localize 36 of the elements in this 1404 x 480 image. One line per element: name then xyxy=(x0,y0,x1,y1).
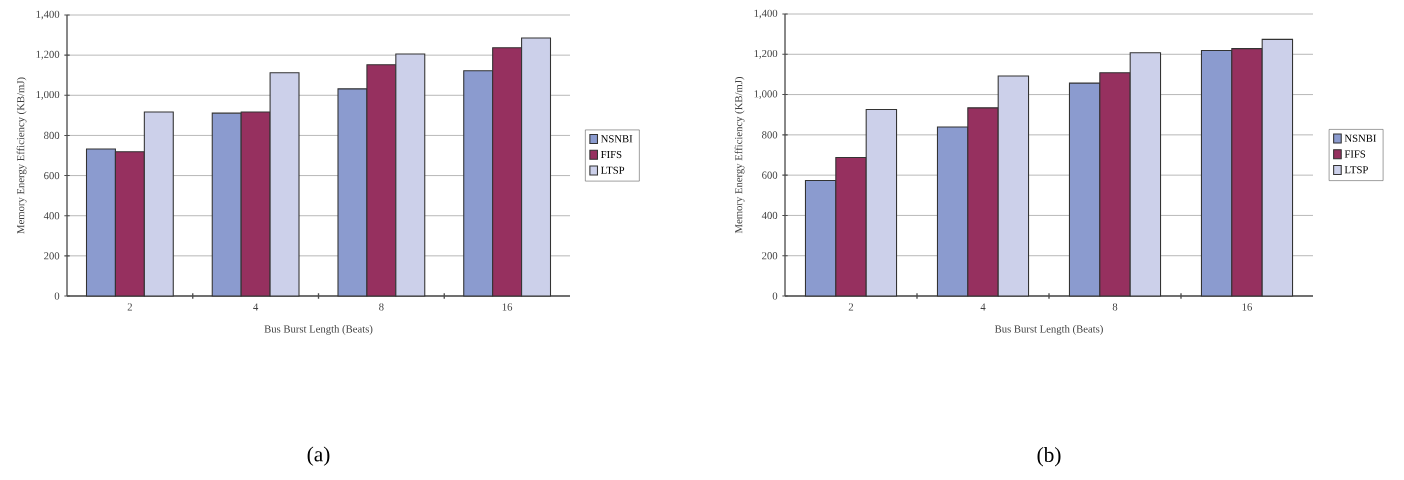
y-tick-label: 1,200 xyxy=(754,49,778,59)
x-axis-title: Bus Burst Length (Beats) xyxy=(994,325,1103,335)
x-tick-label: 16 xyxy=(1242,303,1253,311)
text: (b) xyxy=(1037,447,1061,467)
y-tick-label: 200 xyxy=(762,252,778,260)
y-tick-label: 1,400 xyxy=(36,10,60,20)
y-tick-label: 1,200 xyxy=(36,50,60,60)
x-axis-title: Bus Burst Length (Beats) xyxy=(264,325,373,335)
y-tick-label: 1,000 xyxy=(754,90,778,99)
legend-label: NSNBI xyxy=(1344,134,1377,142)
y-tick-label: 400 xyxy=(761,211,778,220)
x-tick-label: 4 xyxy=(253,303,259,311)
legend-label: NSNBI xyxy=(600,135,633,143)
x-tick-label: 2 xyxy=(127,303,132,311)
y-tick-label: 600 xyxy=(762,171,778,179)
y-tick-label: 600 xyxy=(44,171,60,180)
legend-label: LTSP xyxy=(1344,166,1368,174)
y-tick-label: 0 xyxy=(772,292,778,300)
y-tick-label: 1,000 xyxy=(36,90,60,100)
x-tick-label: 2 xyxy=(848,303,854,311)
y-axis-title: Memory Energy Efficiency (KB/mJ) xyxy=(16,77,27,234)
y-tick-label: 800 xyxy=(44,131,60,140)
y-tick-label: 400 xyxy=(43,212,60,220)
y-tick-label: 800 xyxy=(762,131,778,139)
y-tick-label: 200 xyxy=(44,252,60,260)
text: (a) xyxy=(307,446,330,466)
x-tick-label: 8 xyxy=(379,303,384,311)
legend-label: FIFS xyxy=(1344,150,1366,158)
y-tick-label: 1,400 xyxy=(754,9,778,19)
y-axis-title: Memory Energy Efficiency (KB/mJ) xyxy=(734,77,745,234)
legend-label: LTSP xyxy=(600,166,625,174)
y-tick-label: 0 xyxy=(54,292,60,300)
x-tick-label: 16 xyxy=(502,303,513,311)
x-tick-label: 4 xyxy=(980,303,986,311)
x-tick-label: 8 xyxy=(1112,303,1118,311)
legend-label: FIFS xyxy=(600,150,622,159)
